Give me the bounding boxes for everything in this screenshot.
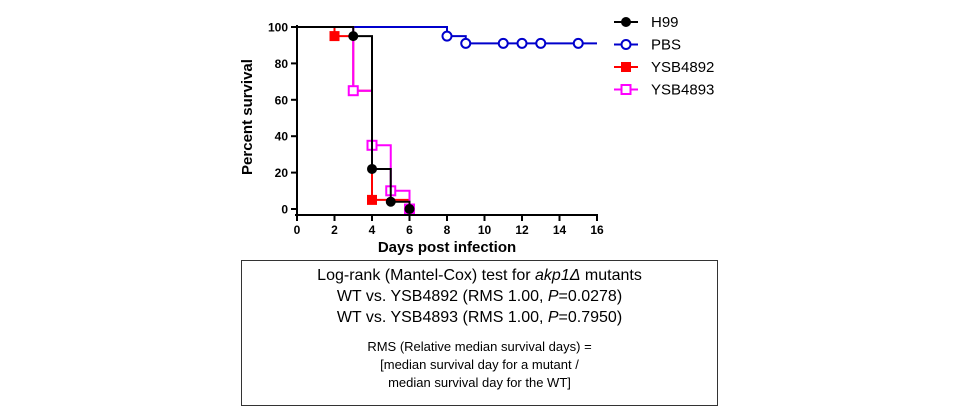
data-point bbox=[367, 194, 377, 205]
y-tick-label: 100 bbox=[268, 21, 288, 35]
stats-row-prefix: WT vs. YSB4893 (RMS 1.00, bbox=[336, 309, 548, 326]
data-point bbox=[329, 31, 340, 42]
series-h99 bbox=[297, 26, 415, 214]
x-tick-label: 6 bbox=[406, 223, 413, 237]
x-tick-label: 10 bbox=[478, 223, 492, 237]
survival-chart: 0 20 40 60 80 100 0 2 4 6 8 10 12 14 16 Percent survi… bbox=[239, 14, 714, 256]
rms-line: RMS (Relative median survival days) = bbox=[367, 339, 592, 354]
data-point bbox=[572, 37, 584, 49]
y-axis-title: Percent survival bbox=[239, 59, 256, 175]
legend-marker bbox=[620, 84, 632, 95]
legend-label: YSB4892 bbox=[651, 59, 714, 76]
rms-line: median survival day for the WT] bbox=[388, 375, 571, 390]
x-tick-label: 4 bbox=[369, 223, 376, 237]
stats-row-ysb4893: WT vs. YSB4893 (RMS 1.00, P=0.7950) bbox=[242, 307, 717, 328]
data-point bbox=[404, 204, 415, 214]
stats-title-gene: akp1Δ bbox=[535, 267, 581, 284]
legend-marker bbox=[621, 62, 631, 72]
series-ysb4893 bbox=[297, 26, 415, 215]
data-point bbox=[441, 30, 453, 42]
stats-row-prefix: WT vs. YSB4892 (RMS 1.00, bbox=[336, 288, 548, 305]
legend-label: PBS bbox=[651, 37, 681, 54]
series-pbs bbox=[297, 26, 597, 49]
rms-definition: RMS (Relative median survival days) = [m… bbox=[242, 338, 717, 392]
stats-row-ysb4892: WT vs. YSB4892 (RMS 1.00, P=0.0278) bbox=[242, 286, 717, 307]
x-axis-title: Days post infection bbox=[378, 239, 516, 256]
legend-marker bbox=[620, 39, 632, 50]
x-tick-label: 16 bbox=[590, 223, 604, 237]
stats-title-suffix: mutants bbox=[580, 267, 642, 284]
data-point bbox=[516, 37, 528, 49]
plot-area bbox=[297, 26, 597, 215]
x-axis: 0 2 4 6 8 10 12 14 16 bbox=[294, 214, 604, 237]
y-tick-label: 0 bbox=[281, 203, 288, 217]
legend-label: YSB4893 bbox=[651, 82, 714, 99]
series-line bbox=[297, 26, 597, 45]
y-tick-label: 80 bbox=[275, 57, 289, 71]
stats-row-p-value: =0.0278) bbox=[558, 288, 623, 305]
x-tick-label: 12 bbox=[515, 223, 529, 237]
y-tick-label: 20 bbox=[275, 166, 289, 180]
stats-row-p-value: =0.7950) bbox=[558, 309, 623, 326]
legend-item: YSB4892 bbox=[614, 59, 714, 76]
legend-item: YSB4893 bbox=[614, 82, 714, 99]
series-line bbox=[297, 26, 411, 209]
x-tick-label: 2 bbox=[331, 223, 338, 237]
stats-box: Log-rank (Mantel-Cox) test for akp1Δ mut… bbox=[241, 260, 718, 406]
stats-title-prefix: Log-rank (Mantel-Cox) test for bbox=[317, 267, 536, 284]
x-tick-label: 8 bbox=[444, 223, 451, 237]
rms-line: [median survival day for a mutant / bbox=[380, 357, 579, 372]
legend-marker bbox=[621, 17, 631, 27]
data-point bbox=[347, 85, 359, 97]
x-tick-label: 0 bbox=[294, 223, 301, 237]
legend: H99 PBS YSB4892 YSB4893 bbox=[614, 14, 714, 99]
y-axis: 0 20 40 60 80 100 bbox=[268, 21, 298, 217]
y-tick-label: 40 bbox=[275, 130, 289, 144]
stats-row-p-label: P bbox=[547, 309, 559, 326]
data-point bbox=[348, 31, 359, 42]
series-ysb4892 bbox=[297, 26, 415, 214]
data-point bbox=[535, 37, 547, 49]
y-tick-label: 60 bbox=[275, 93, 289, 107]
legend-item: H99 bbox=[614, 14, 679, 31]
legend-item: PBS bbox=[614, 37, 681, 54]
data-point bbox=[497, 37, 509, 49]
legend-label: H99 bbox=[651, 14, 679, 31]
x-tick-label: 14 bbox=[553, 223, 567, 237]
data-point bbox=[367, 163, 377, 174]
data-point bbox=[385, 196, 396, 207]
stats-title: Log-rank (Mantel-Cox) test for akp1Δ mut… bbox=[242, 265, 717, 286]
data-point bbox=[460, 37, 472, 49]
stats-row-p-label: P bbox=[547, 288, 559, 305]
